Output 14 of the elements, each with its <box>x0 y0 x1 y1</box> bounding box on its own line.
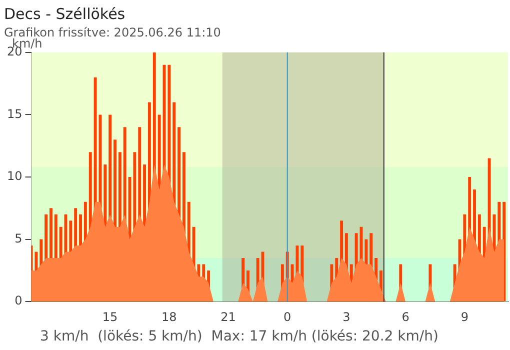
x-tick-label: 6 <box>402 310 410 324</box>
x-tick-label: 18 <box>162 310 177 324</box>
x-tick-label: 15 <box>102 310 118 324</box>
chart-title: Decs - Széllökés <box>4 4 126 23</box>
x-tick-label: 9 <box>460 310 468 324</box>
y-tick-label: 15 <box>6 106 22 121</box>
y-tick-label: 10 <box>6 169 22 184</box>
y-tick-label: 5 <box>14 231 22 246</box>
x-tick-label: 3 <box>342 310 350 324</box>
x-tick-label: 21 <box>220 310 236 324</box>
chart-subtitle: Grafikon frissítve: 2025.06.26 11:10 <box>4 25 221 40</box>
x-tick-label: 0 <box>284 310 292 324</box>
text: 3 km/h (lökés: 5 km/h) Max: 17 km/h (lökés: 20.2 km/h) <box>40 328 438 345</box>
y-tick-label: 0 <box>14 294 22 308</box>
